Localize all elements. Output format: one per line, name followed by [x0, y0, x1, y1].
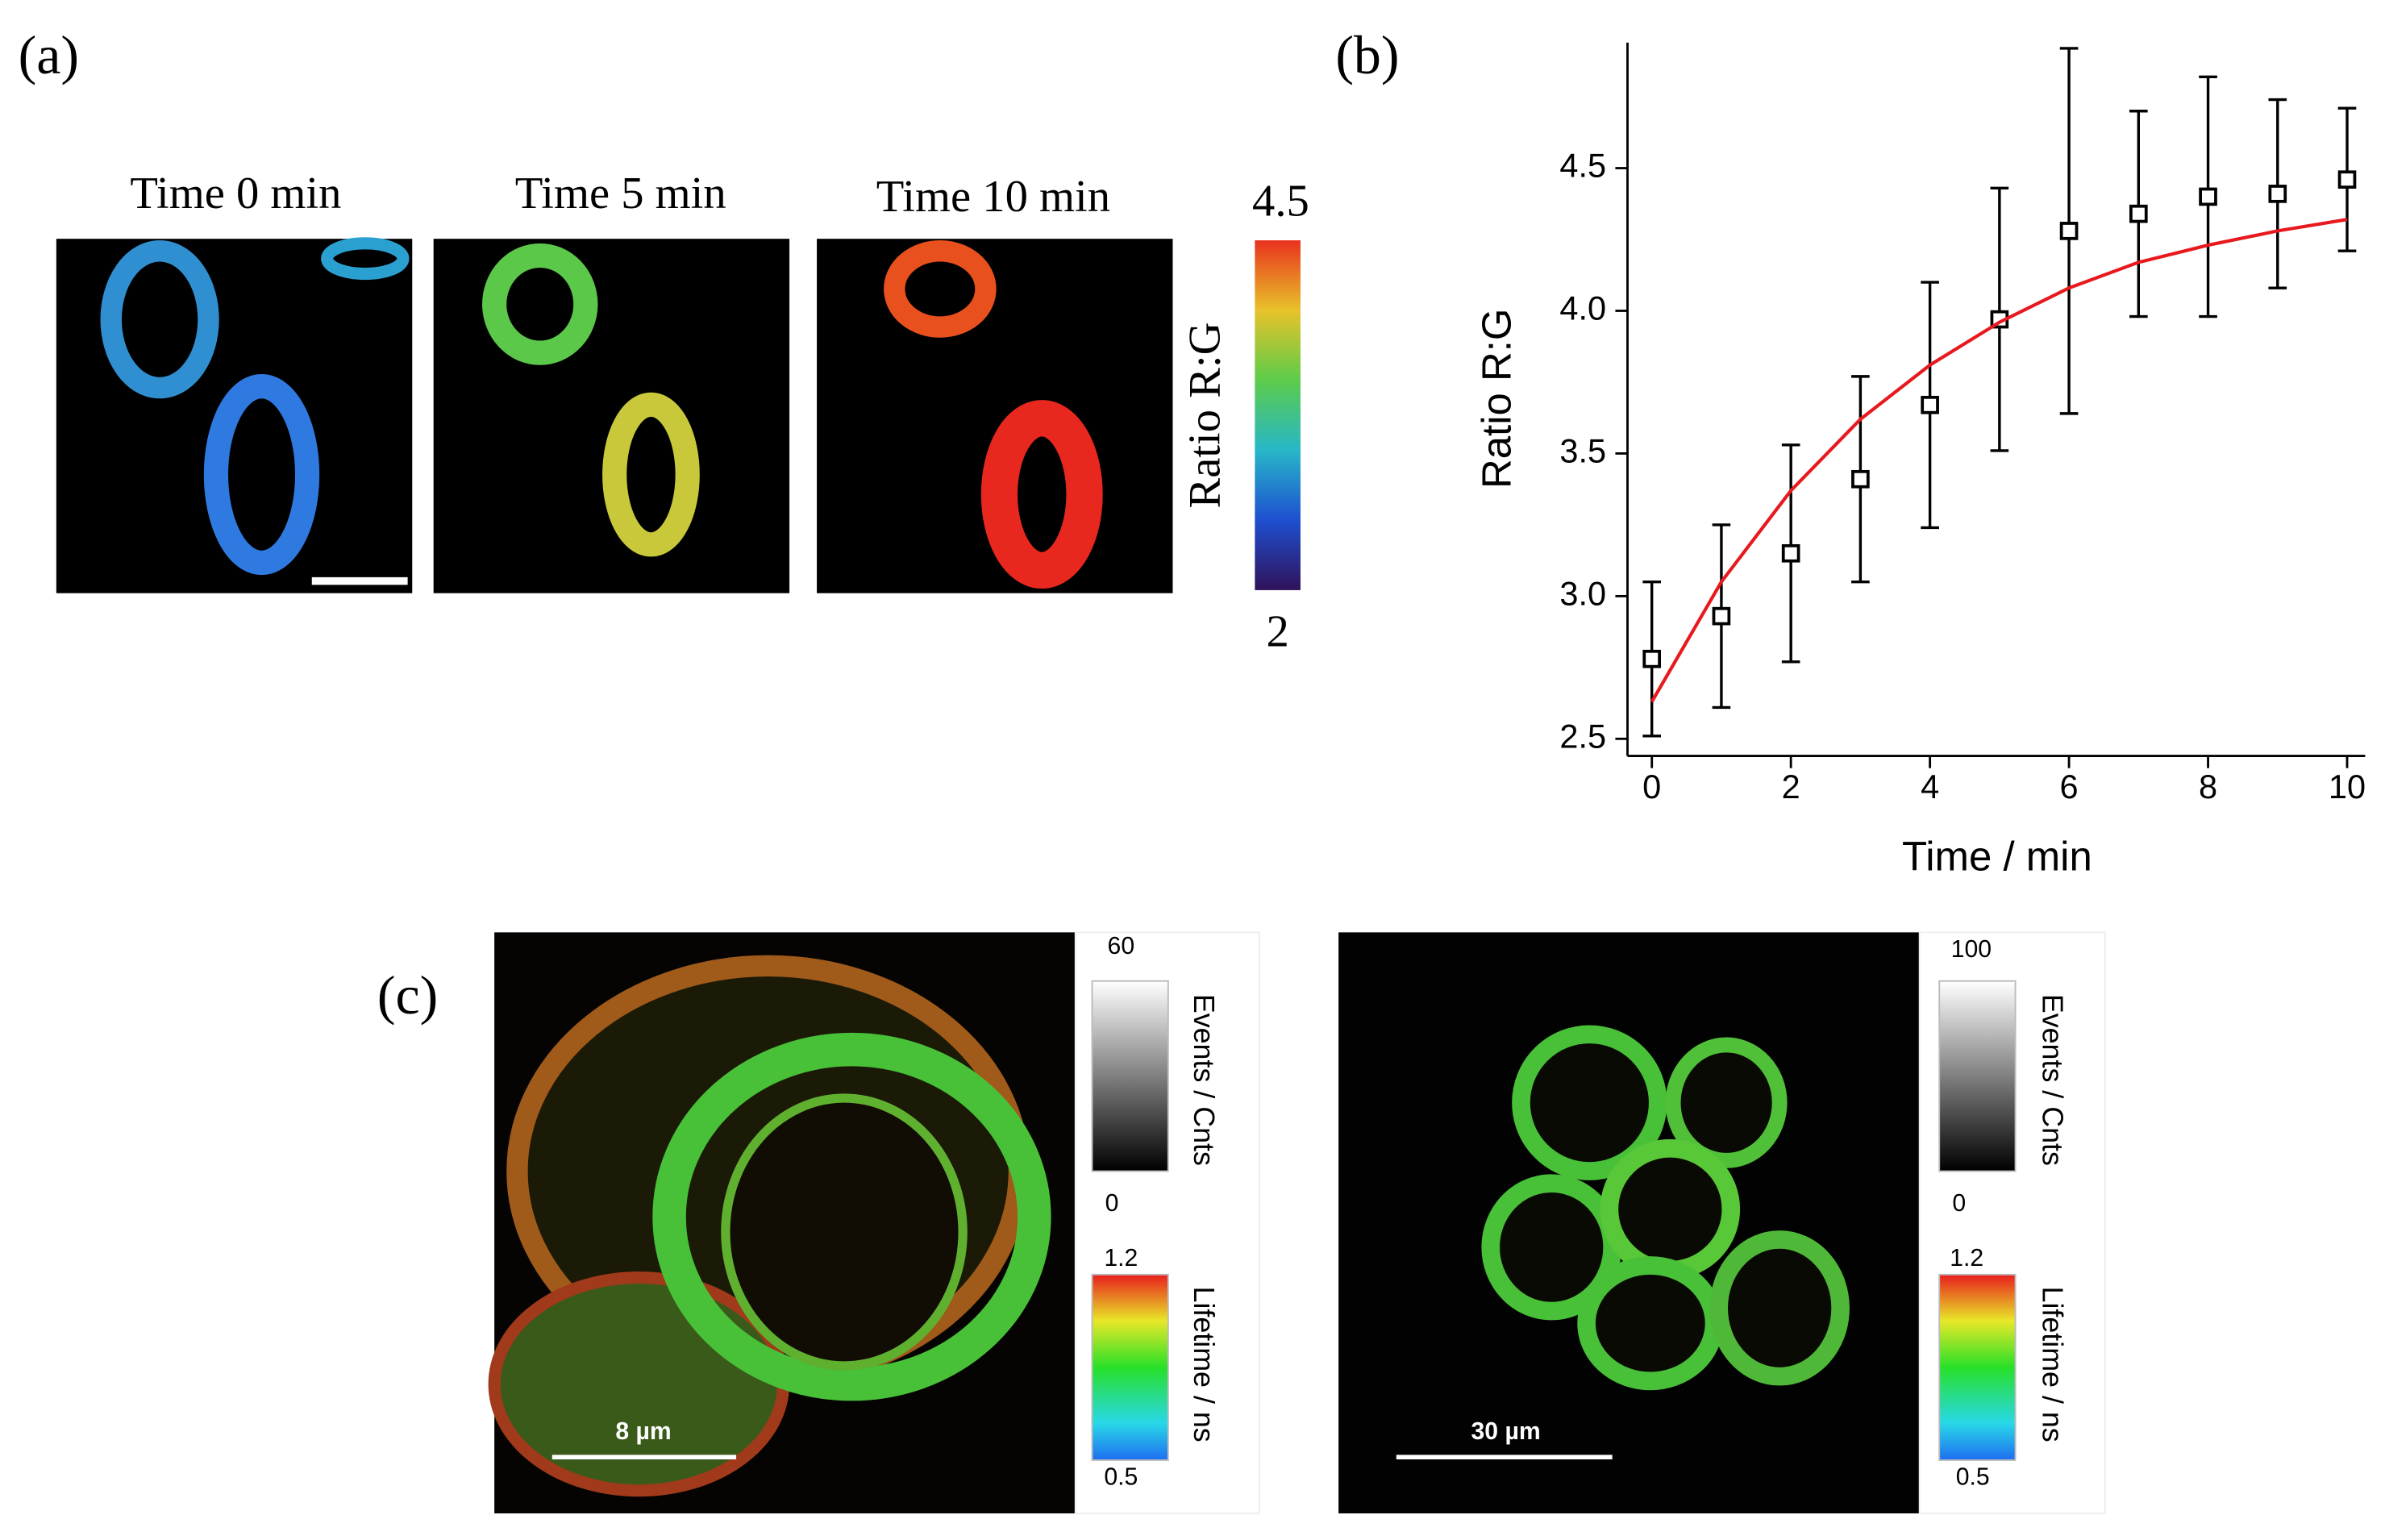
- scale-bar-label: 30 µm: [1471, 1418, 1541, 1445]
- colorbar-label: Ratio R:G: [1180, 322, 1230, 508]
- y-tick-label: 3.5: [1559, 431, 1606, 469]
- cell: [980, 400, 1103, 589]
- panel-label: (c): [377, 964, 438, 1026]
- colorbar-max: 60: [1108, 933, 1135, 959]
- x-tick-label: 0: [1642, 768, 1661, 805]
- y-tick-label: 3.0: [1559, 574, 1606, 612]
- panel-a-images: [56, 237, 1301, 593]
- lifetime-colorbar: [1938, 1273, 2017, 1461]
- cell: [100, 240, 219, 399]
- colorbar: [1255, 240, 1301, 590]
- colorbar-min: 2: [1266, 607, 1288, 657]
- x-tick-label: 2: [1782, 768, 1800, 805]
- cell: [652, 1032, 1051, 1401]
- colorbar-max: 4.5: [1252, 177, 1309, 227]
- colorbar-max: 1.2: [1104, 1245, 1138, 1272]
- cell: [602, 392, 700, 557]
- data-point: [2268, 185, 2287, 203]
- colorbar-max: 100: [1951, 936, 1992, 963]
- scale-bar-label: 8 µm: [615, 1418, 671, 1445]
- colorbar-label: Events / Cnts: [2036, 994, 2068, 1166]
- lifetime-colorbar: [1091, 1273, 1169, 1461]
- y-tick-label: 2.5: [1559, 717, 1606, 755]
- cell: [1600, 1138, 1741, 1280]
- data-point: [2199, 187, 2217, 206]
- colorbar-label: Lifetime / ns: [1188, 1287, 1220, 1442]
- data-point: [2059, 222, 2079, 240]
- y-tick-label: 4.5: [1559, 147, 1606, 185]
- colorbar-label: Lifetime / ns: [2036, 1287, 2068, 1442]
- events-colorbar: [1938, 980, 2017, 1172]
- cell: [1577, 1256, 1724, 1391]
- image-title: Time 10 min: [876, 172, 1110, 222]
- panel-label: (b): [1335, 24, 1399, 85]
- panel-label: (a): [19, 24, 79, 85]
- colorbar-min: 0.5: [1956, 1464, 1990, 1491]
- panel-c-images: [488, 931, 2106, 1514]
- x-tick-label: 4: [1921, 768, 1939, 805]
- y-axis-label: Ratio R:G: [1474, 308, 1520, 489]
- colorbar-min: 0: [1952, 1190, 1966, 1217]
- data-point: [1781, 543, 1800, 563]
- events-colorbar: [1091, 980, 1169, 1172]
- x-tick-label: 10: [2329, 768, 2366, 805]
- data-point: [1921, 395, 1939, 414]
- colorbar-min: 0: [1105, 1190, 1119, 1217]
- data-point: [1642, 649, 1662, 668]
- image-title: Time 5 min: [515, 169, 726, 219]
- colorbar-max: 1.2: [1950, 1245, 1983, 1272]
- x-tick-label: 8: [2199, 768, 2217, 805]
- cell: [884, 240, 997, 338]
- cell: [203, 374, 320, 576]
- image-title: Time 0 min: [130, 169, 341, 219]
- colorbar-min: 0.5: [1104, 1464, 1138, 1491]
- cell: [321, 237, 410, 281]
- data-point: [2337, 170, 2357, 189]
- cell: [1512, 1025, 1667, 1180]
- colorbar-label: Events / Cnts: [1188, 994, 1220, 1166]
- cell: [1665, 1037, 1788, 1168]
- nucleus: [721, 1093, 968, 1371]
- data-point: [1851, 469, 1870, 489]
- cell: [1709, 1230, 1850, 1386]
- cell: [482, 243, 598, 365]
- data-point: [1712, 606, 1731, 626]
- x-axis-label: Time / min: [1902, 833, 2092, 879]
- fit-curve: [1650, 218, 2348, 703]
- data-point: [2129, 204, 2148, 223]
- x-tick-label: 6: [2060, 768, 2079, 805]
- y-tick-label: 4.0: [1559, 289, 1606, 327]
